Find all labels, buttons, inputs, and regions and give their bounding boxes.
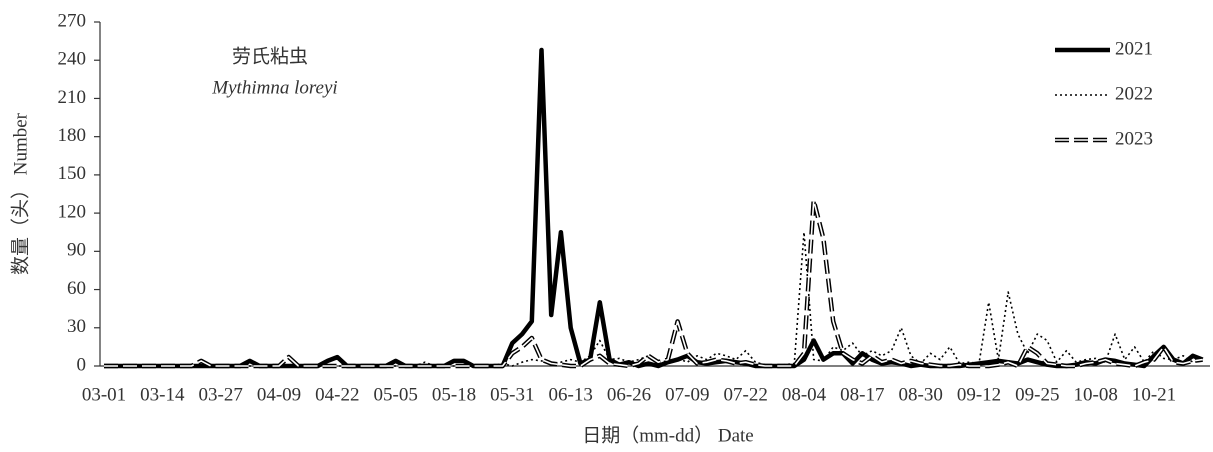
x-tick-label: 07-22	[724, 384, 768, 405]
legend-label: 2022	[1115, 83, 1153, 104]
y-tick-label: 240	[58, 49, 87, 70]
x-tick-label: 09-12	[957, 384, 1001, 405]
annotation-cn: 劳氏粘虫	[232, 45, 308, 67]
y-tick-label: 0	[77, 354, 87, 375]
y-tick-label: 180	[58, 125, 87, 146]
x-tick-label: 06-26	[607, 384, 651, 405]
x-tick-label: 06-13	[549, 384, 593, 405]
y-tick-label: 90	[67, 240, 86, 261]
legend-label: 2021	[1115, 38, 1153, 59]
x-tick-label: 04-22	[315, 384, 359, 405]
x-tick-label: 05-18	[432, 384, 476, 405]
annotation-latin: Mythimna loreyi	[211, 77, 337, 98]
series-line	[104, 199, 1203, 367]
y-tick-label: 270	[58, 10, 87, 31]
x-tick-label: 10-21	[1132, 384, 1176, 405]
x-axis-label: 日期（mm-dd） Date	[582, 424, 754, 446]
x-tick-label: 05-31	[490, 384, 534, 405]
x-tick-label: 08-04	[782, 384, 827, 405]
x-tick-label: 08-30	[899, 384, 943, 405]
x-tick-label: 03-01	[82, 384, 126, 405]
y-tick-label: 60	[67, 278, 86, 299]
y-tick-label: 120	[58, 201, 87, 222]
y-tick-label: 30	[67, 316, 86, 337]
x-tick-label: 03-27	[199, 384, 243, 405]
y-axis-label: 数量（头） Number	[9, 112, 31, 275]
y-tick-label: 150	[58, 163, 87, 184]
series-line	[104, 47, 1204, 369]
x-tick-label: 09-25	[1015, 384, 1059, 405]
x-tick-label: 10-08	[1074, 384, 1118, 405]
x-tick-label: 05-05	[374, 384, 418, 405]
x-tick-label: 03-14	[140, 384, 185, 405]
x-tick-label: 08-17	[840, 384, 884, 405]
y-tick-label: 210	[58, 87, 87, 108]
series-line	[104, 231, 1203, 367]
x-tick-label: 04-09	[257, 384, 301, 405]
series-line	[104, 198, 1203, 369]
legend-label: 2023	[1115, 128, 1153, 149]
x-tick-label: 07-09	[665, 384, 709, 405]
